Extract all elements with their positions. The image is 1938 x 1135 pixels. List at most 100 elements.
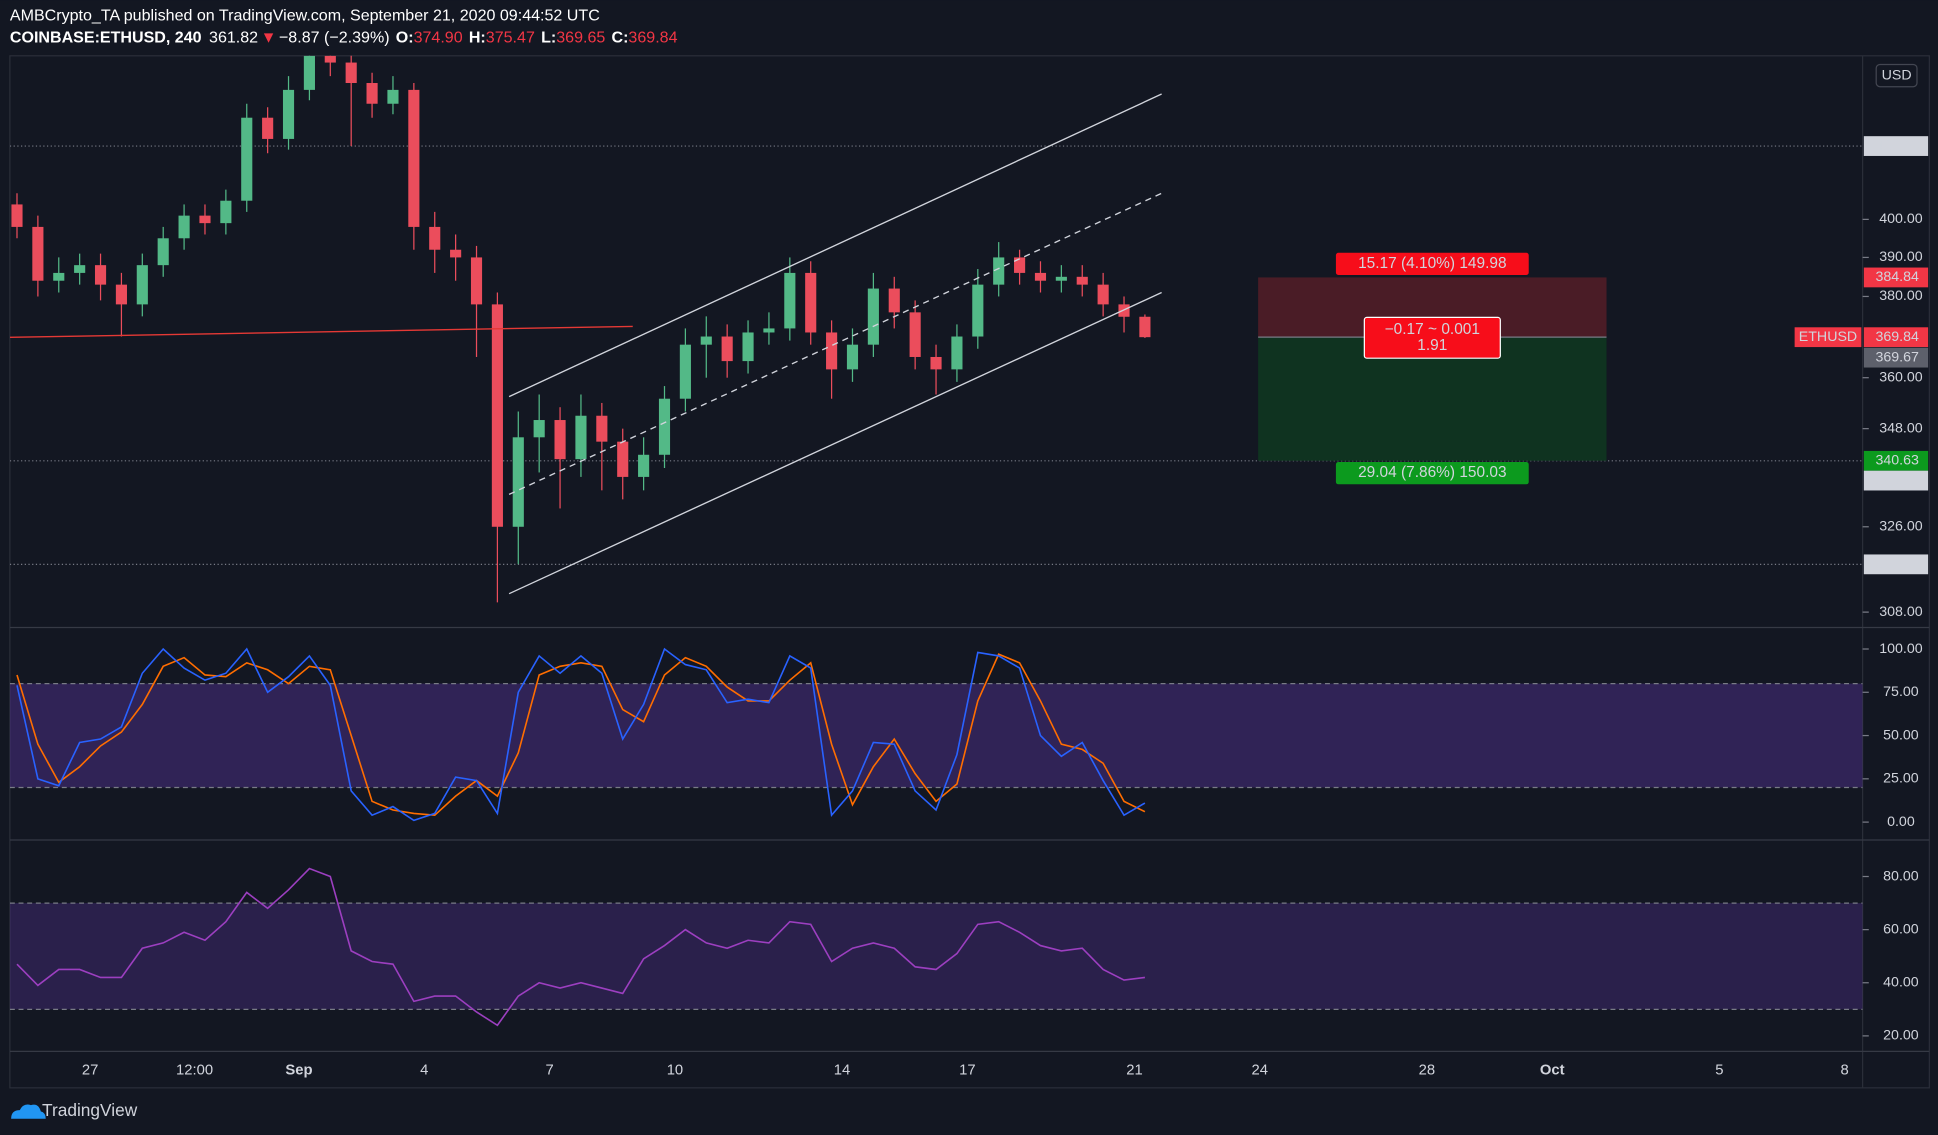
candle-body bbox=[262, 117, 274, 139]
y-tick-label: 390.00 bbox=[1879, 249, 1923, 265]
candle-body bbox=[1139, 316, 1151, 338]
y-tick-label: 50.00 bbox=[1883, 727, 1919, 743]
ratio-label: −0.17 ~ 0.001 bbox=[1385, 321, 1480, 338]
candle-body bbox=[826, 332, 838, 370]
x-tick-label: 12:00 bbox=[176, 1062, 213, 1078]
last-price: 361.82 bbox=[209, 29, 258, 47]
candle-body bbox=[888, 288, 900, 313]
pane bbox=[9, 867, 1863, 1027]
indicator-line bbox=[16, 867, 1146, 1027]
target-label-box bbox=[1335, 462, 1529, 485]
candle-body bbox=[32, 226, 44, 281]
candle-body bbox=[470, 257, 483, 305]
price-label: 369.67 bbox=[1875, 349, 1919, 365]
change-arrow: ▼ bbox=[261, 29, 277, 47]
candle-body bbox=[1076, 276, 1088, 285]
ohlc-value: 374.90 bbox=[414, 29, 463, 47]
price-label: 317.95 bbox=[1875, 556, 1919, 572]
candle-body bbox=[763, 328, 775, 333]
symbol: COINBASE:ETHUSD, 240 bbox=[10, 29, 202, 47]
candle-body bbox=[178, 215, 190, 239]
ohlc-label: L: bbox=[541, 29, 556, 47]
price-label: 384.84 bbox=[1875, 269, 1919, 285]
candle-body bbox=[303, 55, 315, 90]
price-label-box bbox=[1863, 470, 1929, 491]
candle-body bbox=[867, 288, 879, 345]
x-tick-label: 14 bbox=[834, 1062, 851, 1078]
y-tick-label: 100.00 bbox=[1879, 641, 1923, 657]
candle-body bbox=[115, 284, 127, 305]
candle-body bbox=[930, 356, 942, 370]
ohlc-label: C: bbox=[611, 29, 628, 47]
ratio-label: 1.91 bbox=[1417, 337, 1447, 354]
change: −8.87 (−2.39%) bbox=[279, 29, 390, 47]
candle-body bbox=[491, 304, 503, 527]
y-tick-label: 40.00 bbox=[1883, 975, 1919, 991]
logo-icon bbox=[11, 1104, 46, 1119]
candle-body bbox=[993, 257, 1005, 285]
x-tick-label: 24 bbox=[1252, 1062, 1269, 1078]
price-label: 369.84 bbox=[1875, 329, 1919, 345]
candle-body bbox=[533, 420, 545, 438]
y-tick-label: 60.00 bbox=[1883, 921, 1919, 937]
candle-body bbox=[596, 415, 608, 442]
pane: 15.17 (4.10%) 149.98 29.04 (7.86%) 150.03… bbox=[9, 55, 1863, 603]
trend-line bbox=[508, 291, 1162, 595]
price-label-box bbox=[1863, 136, 1929, 156]
stop-label-box bbox=[1335, 252, 1529, 275]
logo-text: TradingView bbox=[42, 1100, 138, 1120]
y-tick-label: 326.00 bbox=[1879, 519, 1923, 535]
candle-body bbox=[74, 265, 86, 273]
candle-body bbox=[387, 89, 399, 104]
candle-body bbox=[617, 441, 629, 477]
ohlc-value: 375.47 bbox=[486, 29, 535, 47]
x-tick-label: 28 bbox=[1419, 1062, 1436, 1078]
y-tick-label: 75.00 bbox=[1883, 684, 1919, 700]
y-tick-label: 20.00 bbox=[1883, 1028, 1919, 1044]
candle-body bbox=[700, 336, 712, 345]
price-axis: 100.00 75.00 50.00 25.00 0.00 bbox=[1862, 641, 1923, 830]
y-tick-label: 0.00 bbox=[1887, 814, 1915, 830]
candle-body bbox=[136, 265, 148, 305]
candle-body bbox=[345, 62, 357, 84]
candle-body bbox=[220, 200, 232, 224]
ohlc-label: O: bbox=[396, 29, 414, 47]
candle-body bbox=[408, 89, 420, 227]
y-tick-label: 400.00 bbox=[1879, 211, 1923, 227]
trend-line bbox=[508, 93, 1162, 398]
candle-body bbox=[199, 215, 211, 224]
ohlc-value: 369.65 bbox=[556, 29, 605, 47]
x-tick-label: 7 bbox=[545, 1062, 553, 1078]
candle-body bbox=[241, 117, 253, 201]
candle-body bbox=[721, 336, 733, 362]
stop-label: 15.17 (4.10%) 149.98 bbox=[1358, 255, 1506, 272]
x-tick-label: Sep bbox=[285, 1062, 312, 1078]
band bbox=[9, 903, 1863, 1010]
target-label: 29.04 (7.86%) 150.03 bbox=[1358, 464, 1506, 481]
band bbox=[9, 683, 1863, 788]
price-label-box bbox=[1863, 267, 1929, 288]
candle-body bbox=[1097, 284, 1109, 305]
publish-line: AMBCrypto_TA published on TradingView.co… bbox=[10, 7, 600, 25]
price-label: 420.00 bbox=[1875, 138, 1919, 154]
candle-body bbox=[512, 437, 524, 527]
trend-line bbox=[9, 325, 633, 339]
symbol-tag-box bbox=[1794, 327, 1862, 348]
price-label-box bbox=[1863, 327, 1929, 348]
candle-body bbox=[450, 249, 462, 258]
indicator-line bbox=[16, 653, 1146, 817]
x-tick-label: 21 bbox=[1126, 1062, 1143, 1078]
y-tick-label: 348.00 bbox=[1879, 420, 1923, 436]
pane bbox=[9, 647, 1863, 822]
price-label: 340.63 bbox=[1875, 472, 1919, 488]
currency: USD bbox=[1882, 67, 1912, 83]
y-tick-label: 25.00 bbox=[1883, 771, 1919, 787]
candle-body bbox=[909, 312, 921, 357]
indicator-line bbox=[16, 647, 1146, 822]
x-tick-label: 27 bbox=[82, 1062, 99, 1078]
candle-body bbox=[1014, 257, 1026, 273]
candle-body bbox=[282, 89, 295, 139]
